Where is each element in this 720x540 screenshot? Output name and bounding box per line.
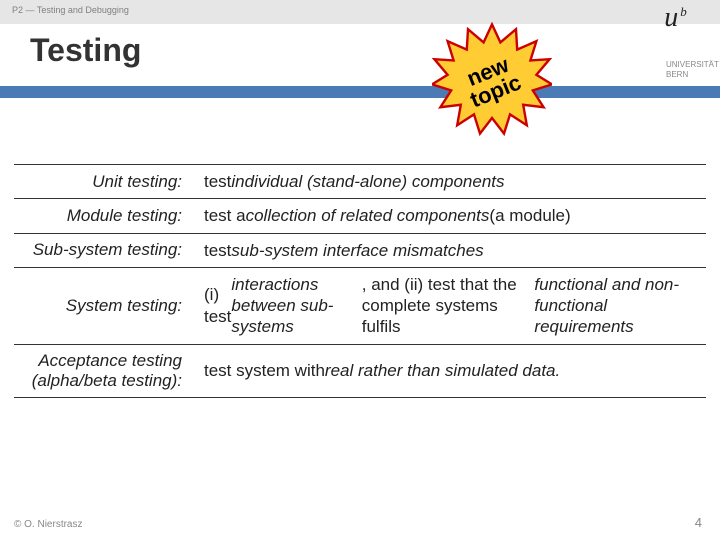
row-description: test system with real rather than simula…	[192, 345, 706, 397]
page-title: Testing	[30, 32, 141, 69]
table-row: Unit testing:test individual (stand-alon…	[14, 164, 706, 198]
slide: P2 — Testing and Debugging Testing ub UN…	[0, 0, 720, 540]
row-description: (i) test interactions between sub-system…	[192, 268, 706, 344]
university-label: UNIVERSITÄT BERN	[660, 60, 720, 79]
page-number: 4	[695, 515, 702, 530]
definitions-table: Unit testing:test individual (stand-alon…	[14, 164, 706, 398]
row-label: Unit testing:	[14, 165, 192, 198]
row-label: Sub-system testing:	[14, 234, 192, 267]
uni-line1: UNIVERSITÄT	[666, 60, 720, 70]
university-logo: ub	[647, 2, 702, 34]
table-row: System testing:(i) test interactions bet…	[14, 267, 706, 344]
table-row: Sub-system testing:test sub-system inter…	[14, 233, 706, 267]
footer-copyright: © O. Nierstrasz	[14, 519, 83, 530]
row-label: System testing:	[14, 268, 192, 344]
table-row: Module testing:test a collection of rela…	[14, 198, 706, 232]
table-row: Acceptance testing (alpha/beta testing):…	[14, 344, 706, 398]
starburst-badge: new topic	[432, 22, 552, 142]
uni-line2: BERN	[666, 70, 720, 80]
row-description: test a collection of related components …	[192, 199, 706, 232]
logo-b-glyph: b	[680, 4, 687, 19]
row-description: test sub-system interface mismatches	[192, 234, 706, 267]
row-label: Acceptance testing (alpha/beta testing):	[14, 345, 192, 397]
row-description: test individual (stand-alone) components	[192, 165, 706, 198]
accent-bar	[0, 86, 720, 98]
header-breadcrumb: P2 — Testing and Debugging	[0, 0, 720, 24]
logo-u-glyph: u	[664, 2, 678, 33]
row-label: Module testing:	[14, 199, 192, 232]
